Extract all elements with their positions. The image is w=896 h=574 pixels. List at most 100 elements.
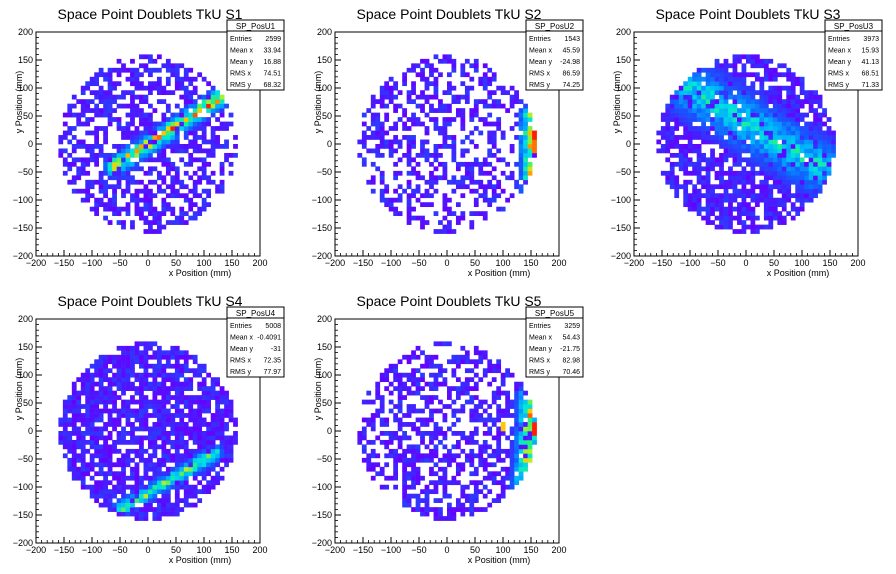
histogram-cell [768, 193, 774, 199]
histogram-cell [406, 152, 412, 158]
histogram-cell [523, 462, 528, 468]
histogram-cell [148, 354, 153, 360]
histogram-cell [763, 148, 769, 154]
histogram-cell [683, 179, 689, 185]
histogram-cell [143, 395, 149, 400]
histogram-cell [215, 395, 220, 400]
histogram-cell [179, 390, 185, 396]
histogram-cell [197, 448, 203, 454]
histogram-cell [411, 166, 416, 172]
histogram-cell [710, 72, 715, 78]
histogram-cell [366, 457, 372, 463]
histogram-cell [469, 399, 475, 405]
histogram-cell [723, 103, 729, 109]
histogram-cell [165, 502, 171, 508]
histogram-cell [192, 417, 198, 423]
histogram-cell [478, 404, 484, 409]
histogram-cell [728, 193, 733, 199]
histogram-cell [451, 399, 457, 405]
histogram-cell [723, 90, 729, 96]
histogram-cell [496, 457, 502, 463]
histogram-cell [143, 359, 149, 365]
y-tick-label: −100 [13, 482, 33, 492]
histogram-cell [174, 166, 180, 172]
histogram-cell [438, 161, 443, 167]
y-tick-label: 100 [18, 370, 33, 380]
histogram-cell [759, 179, 765, 185]
histogram-cell [103, 139, 108, 145]
histogram-cell [433, 480, 439, 486]
histogram-cell [406, 457, 412, 463]
histogram-cell [85, 426, 91, 432]
histogram-cell [406, 435, 412, 441]
histogram-cell [447, 103, 452, 109]
histogram-cell [433, 395, 439, 400]
histogram-cell [130, 511, 135, 517]
histogram-cell [772, 148, 778, 154]
histogram-cell [183, 94, 189, 100]
histogram-cell [723, 179, 729, 185]
histogram-cell [723, 157, 729, 163]
histogram-cell [397, 184, 403, 190]
histogram-cell [134, 448, 140, 454]
histogram-cell [80, 431, 86, 436]
histogram-cell [692, 184, 698, 190]
stats-value: 74.25 [562, 82, 580, 89]
histogram-cell [98, 202, 104, 208]
histogram-cell [701, 76, 706, 82]
histogram-cell [482, 161, 488, 167]
histogram-cell [71, 390, 77, 396]
histogram-cell [98, 354, 104, 360]
histogram-cell [197, 439, 203, 445]
histogram-cell [121, 359, 126, 365]
histogram-cell [447, 507, 452, 512]
histogram-cell [424, 507, 430, 512]
histogram-cell [67, 179, 73, 185]
histogram-cell [411, 206, 416, 212]
histogram-cell [678, 148, 684, 154]
histogram-cell [406, 359, 412, 365]
histogram-cell [103, 480, 108, 486]
histogram-cell [76, 439, 82, 445]
histogram-cell [732, 175, 738, 181]
histogram-cell [206, 202, 212, 208]
histogram-cell [121, 502, 126, 508]
histogram-cell [433, 148, 439, 154]
histogram-cell [152, 516, 158, 521]
histogram-cell [750, 144, 756, 149]
histogram-cell [174, 67, 180, 73]
histogram-cell [714, 135, 720, 140]
histogram-cell [103, 422, 108, 427]
histogram-cell [224, 435, 229, 441]
histogram-cell [219, 408, 225, 414]
histogram-cell [415, 170, 421, 176]
stats-label: Mean x [529, 335, 552, 342]
histogram-cell [741, 72, 747, 78]
histogram-cell [174, 63, 180, 69]
histogram-cell [799, 103, 805, 109]
histogram-cell [58, 135, 64, 140]
histogram-cell [469, 179, 475, 185]
histogram-cell [817, 161, 823, 167]
histogram-cell [112, 117, 117, 122]
histogram-cell [790, 121, 796, 127]
histogram-cell [219, 457, 225, 463]
histogram-cell [500, 372, 506, 378]
histogram-cell [455, 94, 461, 100]
histogram-cell [406, 498, 412, 503]
histogram-cell [192, 76, 198, 82]
histogram-cell [420, 417, 425, 423]
histogram-cell [112, 85, 117, 91]
histogram-cell [156, 67, 162, 73]
histogram-cell [719, 193, 724, 199]
histogram-cell [514, 417, 519, 423]
histogram-cell [103, 99, 108, 104]
histogram-cell [496, 193, 502, 199]
histogram-cell [415, 480, 421, 486]
histogram-cell [817, 139, 823, 145]
histogram-cell [201, 103, 207, 109]
histogram-cell [206, 161, 212, 167]
histogram-cell [125, 211, 131, 216]
histogram-cell [795, 144, 801, 149]
stats-value: 54.43 [562, 335, 580, 342]
